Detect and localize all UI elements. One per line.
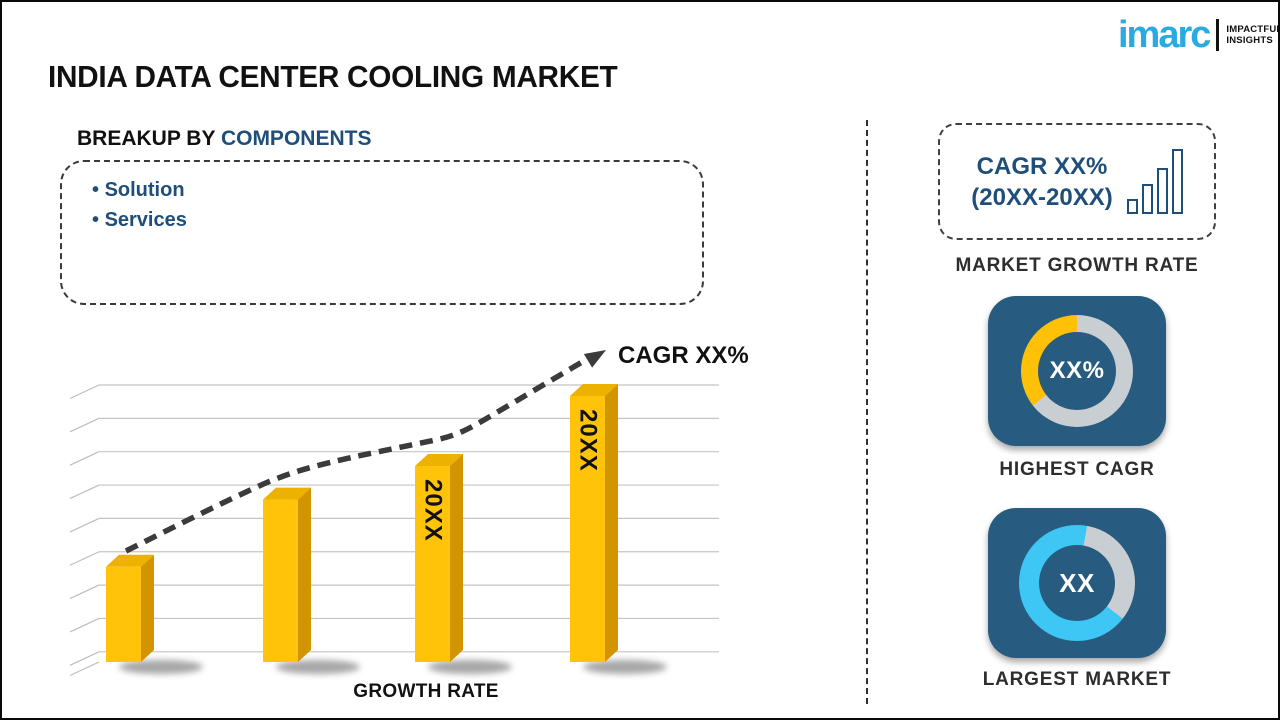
breakup-list: Solution Services <box>92 175 702 235</box>
breakup-heading: BREAKUP BY COMPONENTS <box>77 127 371 151</box>
list-item: Solution <box>92 175 702 205</box>
breakup-list-box: Solution Services <box>60 160 704 305</box>
growth-box-line1: CAGR XX% <box>976 152 1108 180</box>
chart-x-axis-label: GROWTH RATE <box>353 681 499 702</box>
highest-cagr-card: XX% <box>988 296 1166 446</box>
market-growth-rate-box: CAGR XX% (20XX-20XX) <box>938 123 1216 240</box>
imarc-logo: imarc IMPACTFUL INSIGHTS <box>1118 14 1280 56</box>
page-title: INDIA DATA CENTER COOLING MARKET <box>48 59 618 94</box>
logo-tagline-line2: INSIGHTS <box>1226 35 1273 46</box>
logo-tagline-line1: IMPACTFUL <box>1226 24 1280 35</box>
largest-market-donut: XX <box>1019 525 1135 641</box>
market-growth-rate-caption: MARKET GROWTH RATE <box>955 255 1199 276</box>
trend-dashed-line <box>124 352 596 554</box>
breakup-heading-highlight: COMPONENTS <box>220 127 372 150</box>
highest-cagr-caption: HIGHEST CAGR <box>999 459 1155 480</box>
largest-market-value: XX <box>1059 567 1095 598</box>
largest-market-caption: LARGEST MARKET <box>982 669 1172 690</box>
imarc-logo-wordmark: imarc <box>1118 14 1211 56</box>
svg-text:20XX: 20XX <box>575 409 602 472</box>
growth-rate-chart: 20XX 20XX <box>69 350 719 677</box>
growth-box-line2: (20XX-20XX) <box>971 183 1113 211</box>
trend-cagr-annotation: CAGR XX% <box>618 342 749 369</box>
growth-box-text: CAGR XX% (20XX-20XX) <box>971 151 1112 213</box>
bar-chart-icon <box>1126 149 1183 214</box>
largest-market-card: XX <box>988 508 1166 658</box>
logo-divider <box>1216 19 1220 51</box>
section-divider <box>866 120 868 704</box>
logo-tagline: IMPACTFUL INSIGHTS <box>1226 24 1280 46</box>
trend-arrowhead-icon <box>583 350 606 368</box>
chart-dynamic: 20XX 20XX <box>69 384 719 677</box>
list-item: Services <box>92 205 702 235</box>
highest-cagr-value: XX% <box>1049 357 1105 384</box>
svg-text:20XX: 20XX <box>420 479 447 542</box>
highest-cagr-donut: XX% <box>1021 315 1133 427</box>
breakup-heading-prefix: BREAKUP BY <box>77 127 221 150</box>
